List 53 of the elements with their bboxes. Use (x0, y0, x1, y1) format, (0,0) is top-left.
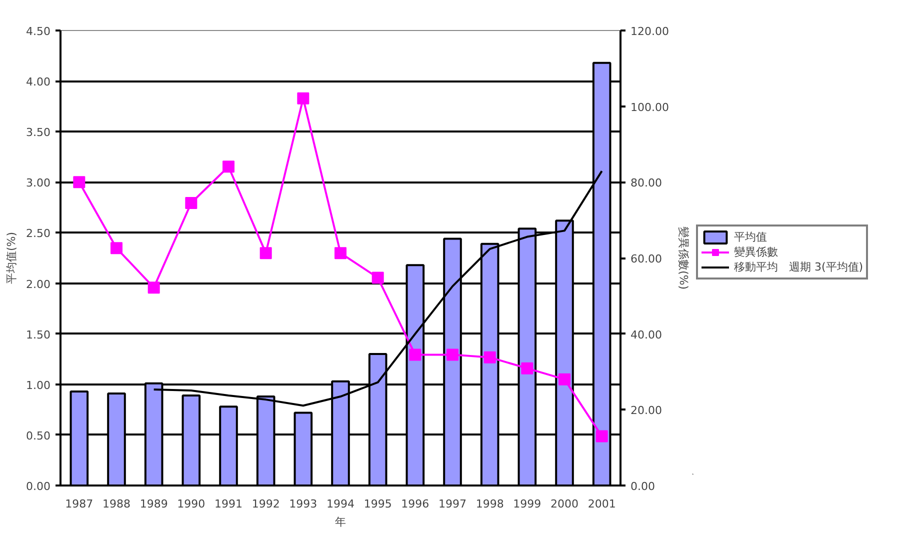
point (558, 373, 570, 386)
y2-axis-title: 變異係數(%) (676, 226, 690, 290)
x-tick-label: 1987 (65, 498, 94, 510)
point (484, 351, 496, 364)
y-tick-label: 2.00 (26, 278, 51, 291)
legend-label: 平均值 (734, 230, 767, 244)
point (372, 272, 384, 284)
x-tick-label: 1990 (177, 498, 206, 510)
x-tick-label: 1992 (252, 498, 280, 510)
x-axis-title: 年 (335, 516, 346, 528)
y-tick-label: 2.50 (26, 227, 51, 240)
x-tick-label: 1995 (364, 498, 392, 510)
y2-tick-label: 100.00 (630, 100, 669, 114)
y-tick-label: 1.00 (26, 378, 51, 392)
x-tick-label: 2000 (550, 498, 579, 510)
y-tick-label: 4.00 (26, 76, 51, 89)
y2-tick-label: 40.00 (630, 328, 662, 342)
y2-tick-label: 120.00 (630, 25, 669, 38)
point (596, 430, 608, 442)
y-axis-title: 平均值(%) (5, 232, 18, 284)
x-tick-label: 1988 (102, 498, 131, 510)
y2-tick-label: 60.00 (630, 252, 662, 266)
x-tick-label: 2001 (588, 498, 616, 510)
y-tick-label: 1.50 (26, 328, 51, 342)
y-tick-label: 0.50 (26, 429, 51, 442)
point (110, 242, 122, 254)
x-tick-label: 1998 (476, 498, 504, 510)
point (73, 176, 86, 188)
x-tick-label: 1994 (326, 498, 355, 510)
y2-tick-label: 80.00 (630, 176, 662, 190)
point (148, 282, 160, 294)
x-tick-label: 1999 (513, 498, 542, 510)
y-tick-label: 0.00 (26, 480, 51, 493)
point (297, 92, 310, 104)
x-tick-label: 1993 (289, 498, 318, 510)
legend-label: 移動平均 週期 3(平均值) (734, 260, 864, 274)
point (334, 247, 346, 260)
y2-tick-label: 20.00 (630, 404, 662, 418)
point (446, 348, 458, 361)
point (521, 362, 534, 374)
x-tick-label: 1989 (140, 498, 168, 510)
y-tick-label: 3.00 (26, 176, 51, 190)
x-tick-label: 1991 (214, 498, 243, 510)
x-tick-label: 1997 (438, 498, 467, 510)
point (260, 247, 272, 260)
y-tick-label: 4.50 (26, 25, 51, 38)
point (222, 160, 234, 173)
y-tick-label: 3.50 (26, 126, 51, 140)
x-tick-label: 1996 (401, 498, 430, 510)
legend-label: 變異係數 (734, 244, 778, 260)
point (409, 348, 422, 361)
point (185, 197, 198, 210)
y2-tick-label: 0.00 (630, 480, 655, 493)
